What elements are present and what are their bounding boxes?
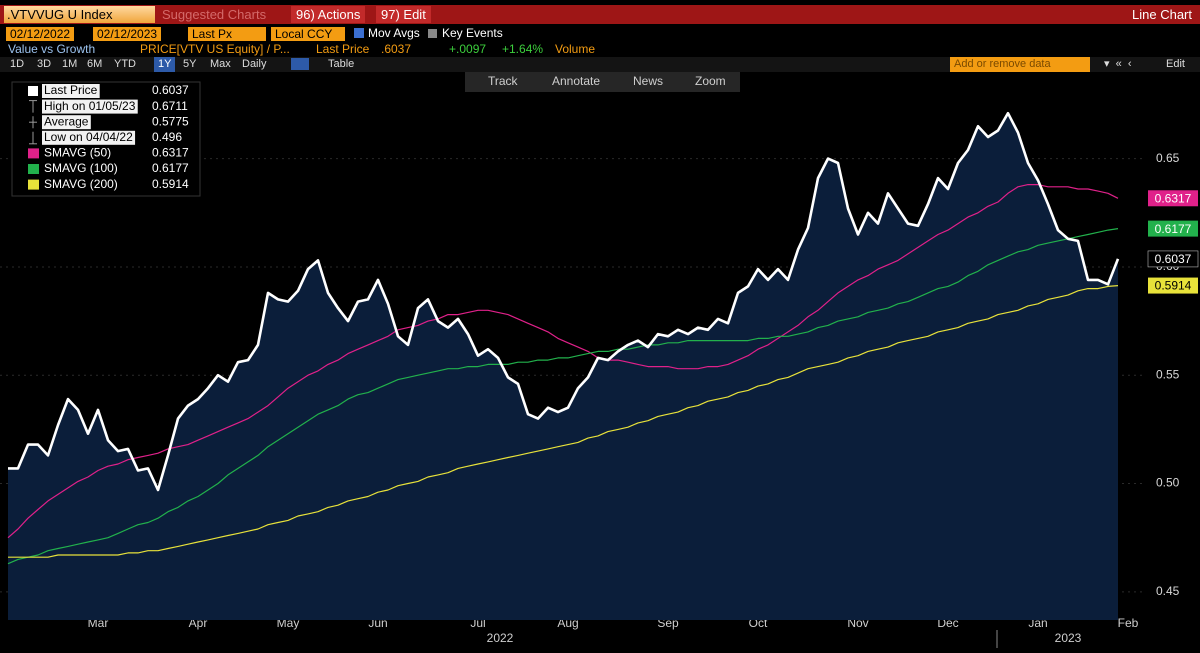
last-price-value: .6037 bbox=[381, 42, 412, 56]
legend-value: 0.6177 bbox=[152, 161, 189, 175]
range-button[interactable]: 1Y bbox=[154, 57, 176, 72]
last-value-tag bbox=[1147, 250, 1199, 268]
last-price-label: Last Price bbox=[316, 42, 370, 56]
range-button[interactable]: 6M bbox=[87, 58, 103, 70]
key-events-checkbox[interactable] bbox=[428, 29, 437, 38]
y-tick-label: 0.45 bbox=[1156, 584, 1180, 598]
legend-label-highlight bbox=[42, 84, 100, 98]
moving-average-line bbox=[7, 228, 1119, 565]
moving-average-line bbox=[8, 285, 1119, 558]
legend-label-highlight bbox=[42, 115, 91, 130]
y-tick-label: 0.65 bbox=[1156, 151, 1180, 165]
last-value-label: 0.6317 bbox=[1155, 191, 1192, 205]
legend-value: 0.6711 bbox=[152, 99, 188, 113]
legend-value: 0.6037 bbox=[152, 83, 189, 97]
chart-toolbar bbox=[465, 72, 740, 92]
key-events-label[interactable]: Key Events bbox=[442, 26, 503, 40]
change-value: +.0097 bbox=[449, 42, 487, 56]
field-select[interactable]: Last Px bbox=[188, 27, 266, 41]
last-value-tag bbox=[1148, 277, 1198, 294]
chart-tool[interactable]: Annotate bbox=[552, 74, 601, 88]
range-button[interactable]: 1D bbox=[10, 58, 25, 70]
y-tick-label: 0.55 bbox=[1156, 367, 1180, 381]
mov-avgs-label[interactable]: Mov Avgs bbox=[368, 26, 420, 40]
legend-label: Average bbox=[44, 114, 89, 128]
legend-value: 0.5914 bbox=[152, 177, 189, 191]
last-value-tag bbox=[1148, 190, 1198, 207]
legend-swatch bbox=[28, 179, 39, 190]
last-value-label: 0.6037 bbox=[1155, 252, 1192, 266]
legend-label: Low on 04/04/22 bbox=[44, 130, 133, 144]
legend-label: SMAVG (200) bbox=[44, 177, 118, 191]
legend-value: 0.5775 bbox=[152, 114, 189, 128]
range-button[interactable]: 5Y bbox=[183, 58, 197, 70]
security-label: PRICE[VTV US Equity] / P... bbox=[140, 42, 290, 56]
suggested-charts[interactable]: Suggested Charts bbox=[162, 7, 267, 22]
x-year-label: 2022 bbox=[487, 631, 514, 645]
legend-label: High on 01/05/23 bbox=[44, 99, 136, 113]
range-button[interactable]: Max bbox=[210, 58, 231, 70]
add-data-box[interactable]: Add or remove data bbox=[950, 57, 1090, 72]
change-percent: +1.64% bbox=[502, 42, 544, 56]
x-tick-label: Feb bbox=[1118, 616, 1139, 630]
moving-average-line bbox=[7, 184, 1119, 539]
legend-label: SMAVG (100) bbox=[44, 161, 118, 175]
ticker-box[interactable]: .VTVVUG U Index bbox=[4, 6, 155, 23]
legend-value: 0.6317 bbox=[152, 146, 189, 160]
range-button[interactable]: 3D bbox=[37, 58, 52, 70]
x-year-label: 2023 bbox=[1055, 631, 1082, 645]
frequency-select[interactable]: Daily bbox=[242, 58, 267, 70]
range-button[interactable]: 1M bbox=[62, 58, 78, 70]
legend-value: 0.496 bbox=[152, 130, 182, 144]
actions-button[interactable]: 96) Actions bbox=[291, 6, 366, 23]
mov-avgs-checkbox[interactable] bbox=[354, 28, 364, 38]
start-date[interactable]: 02/12/2022 bbox=[6, 27, 75, 41]
chart-type-icon[interactable] bbox=[291, 58, 309, 70]
legend-label-highlight bbox=[42, 99, 138, 114]
legend-label-highlight bbox=[42, 130, 136, 145]
legend-swatch bbox=[28, 148, 39, 159]
view-label: Line Chart bbox=[1132, 7, 1192, 22]
price-area bbox=[8, 113, 1118, 620]
chart-tool[interactable]: Zoom bbox=[695, 74, 726, 88]
menu-icons[interactable]: ▾ « ‹ bbox=[1104, 58, 1132, 70]
chart-title: Value vs Growth bbox=[8, 42, 96, 56]
end-date[interactable]: 02/12/2023 bbox=[93, 27, 162, 41]
last-value-tag bbox=[1148, 220, 1198, 237]
legend-label: SMAVG (50) bbox=[44, 146, 111, 160]
edit-button[interactable]: 97) Edit bbox=[376, 6, 431, 23]
legend-swatch bbox=[28, 86, 38, 96]
y-tick-label: 0.50 bbox=[1156, 476, 1180, 490]
currency-select[interactable]: Local CCY bbox=[271, 27, 345, 41]
legend-label: Last Price bbox=[44, 83, 98, 97]
chart-tool[interactable]: News bbox=[633, 74, 664, 88]
table-button[interactable]: Table bbox=[328, 58, 355, 70]
price-line bbox=[8, 111, 1120, 492]
volume-label: Volume bbox=[555, 42, 596, 56]
legend-swatch bbox=[28, 164, 39, 174]
last-value-label: 0.6177 bbox=[1155, 222, 1192, 236]
range-button[interactable]: YTD bbox=[114, 58, 136, 70]
chart-tool[interactable]: Track bbox=[488, 74, 518, 88]
edit-link[interactable]: Edit bbox=[1166, 58, 1185, 70]
last-value-label: 0.5914 bbox=[1155, 279, 1192, 293]
